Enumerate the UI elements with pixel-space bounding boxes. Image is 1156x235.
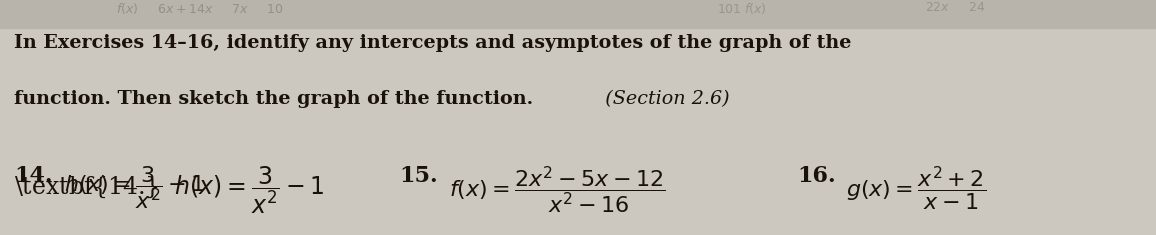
Text: $22x$     $24$: $22x$ $24$ (925, 1, 985, 14)
Text: function. Then sketch the graph of the function.: function. Then sketch the graph of the f… (14, 90, 533, 109)
Text: $f(x) = \dfrac{2x^2 - 5x - 12}{x^2 - 16}$: $f(x) = \dfrac{2x^2 - 5x - 12}{x^2 - 16}… (449, 164, 665, 216)
Text: $g(x) = \dfrac{x^2 + 2}{x - 1}$: $g(x) = \dfrac{x^2 + 2}{x - 1}$ (846, 164, 986, 213)
Text: 15.: 15. (399, 164, 437, 187)
Bar (0, 0, 1156, 28)
Text: (Section 2.6): (Section 2.6) (593, 90, 729, 109)
Text: 16.: 16. (798, 164, 836, 187)
Text: $f(x)$     $6x + 14x$     $7x$     $10$: $f(x)$ $6x + 14x$ $7x$ $10$ (116, 1, 283, 16)
Text: $101\;f(x)$: $101\;f(x)$ (717, 1, 766, 16)
Text: In Exercises 14–16, identify any intercepts and asymptotes of the graph of the: In Exercises 14–16, identify any interce… (14, 34, 851, 52)
Text: $h(x) = \dfrac{3}{x^2} - 1$: $h(x) = \dfrac{3}{x^2} - 1$ (64, 164, 205, 211)
Text: \textbf{14.}  $h(x) = \dfrac{3}{x^2} - 1$: \textbf{14.} $h(x) = \dfrac{3}{x^2} - 1$ (14, 164, 324, 216)
Text: 14.: 14. (14, 164, 52, 187)
